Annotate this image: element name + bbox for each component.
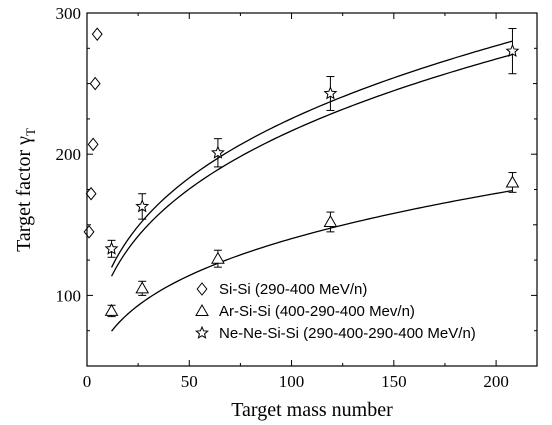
- y-axis-label-main: Target factor γ: [13, 136, 35, 252]
- point-series3-3: [323, 86, 338, 100]
- legend: Si-Si (290-400 MeV/n) Ar-Si-Si (400-290-4…: [195, 281, 476, 342]
- legend-label-2: Ar-Si-Si (400-290-400 Mev/n): [219, 303, 415, 320]
- point-series2-2: [211, 251, 225, 264]
- legend-marker-3: [195, 325, 209, 339]
- point-series1-1: [85, 186, 97, 201]
- point-series2-3: [323, 214, 338, 227]
- x-tick-label-50: 50: [181, 372, 198, 391]
- y-axis-label: Target factor γT: [13, 128, 38, 252]
- y-tick-label-300: 300: [56, 4, 82, 23]
- fit-curve-1: [111, 189, 513, 332]
- fit-curves: [110, 40, 513, 332]
- point-series3-4: [505, 43, 520, 58]
- point-series3-0: [104, 241, 119, 255]
- point-series2-1: [135, 281, 150, 294]
- point-series2-0: [104, 303, 119, 316]
- point-series2-4: [505, 175, 520, 188]
- fit-curve-3: [110, 40, 513, 268]
- y-axis-ticks: 100 200 300: [56, 4, 537, 332]
- x-axis-label: Target mass number: [231, 399, 393, 421]
- point-series3-1: [135, 199, 150, 213]
- x-axis-ticks: 0 50 100 150 200: [83, 13, 509, 391]
- x-tick-label-100: 100: [279, 372, 305, 391]
- y-tick-label-100: 100: [56, 286, 82, 305]
- legend-label-3: Ne-Ne-Si-Si (290-400-290-400 MeV/n): [219, 325, 476, 342]
- y-axis-label-subscript: T: [23, 128, 38, 136]
- x-tick-label-200: 200: [483, 372, 509, 391]
- point-series3-2: [210, 145, 225, 159]
- legend-marker-2: [195, 303, 209, 316]
- legend-label-1: Si-Si (290-400 MeV/n): [219, 281, 367, 298]
- point-series1-4: [91, 27, 103, 41]
- x-tick-label-150: 150: [381, 372, 407, 391]
- x-tick-label-0: 0: [83, 372, 92, 391]
- point-series1-0: [83, 225, 95, 239]
- point-series1-2: [87, 137, 99, 152]
- error-bars: [107, 28, 517, 318]
- point-series1-3: [89, 76, 101, 91]
- y-tick-label-200: 200: [56, 145, 82, 164]
- legend-marker-1: [196, 282, 208, 296]
- fit-curve-2: [110, 53, 513, 277]
